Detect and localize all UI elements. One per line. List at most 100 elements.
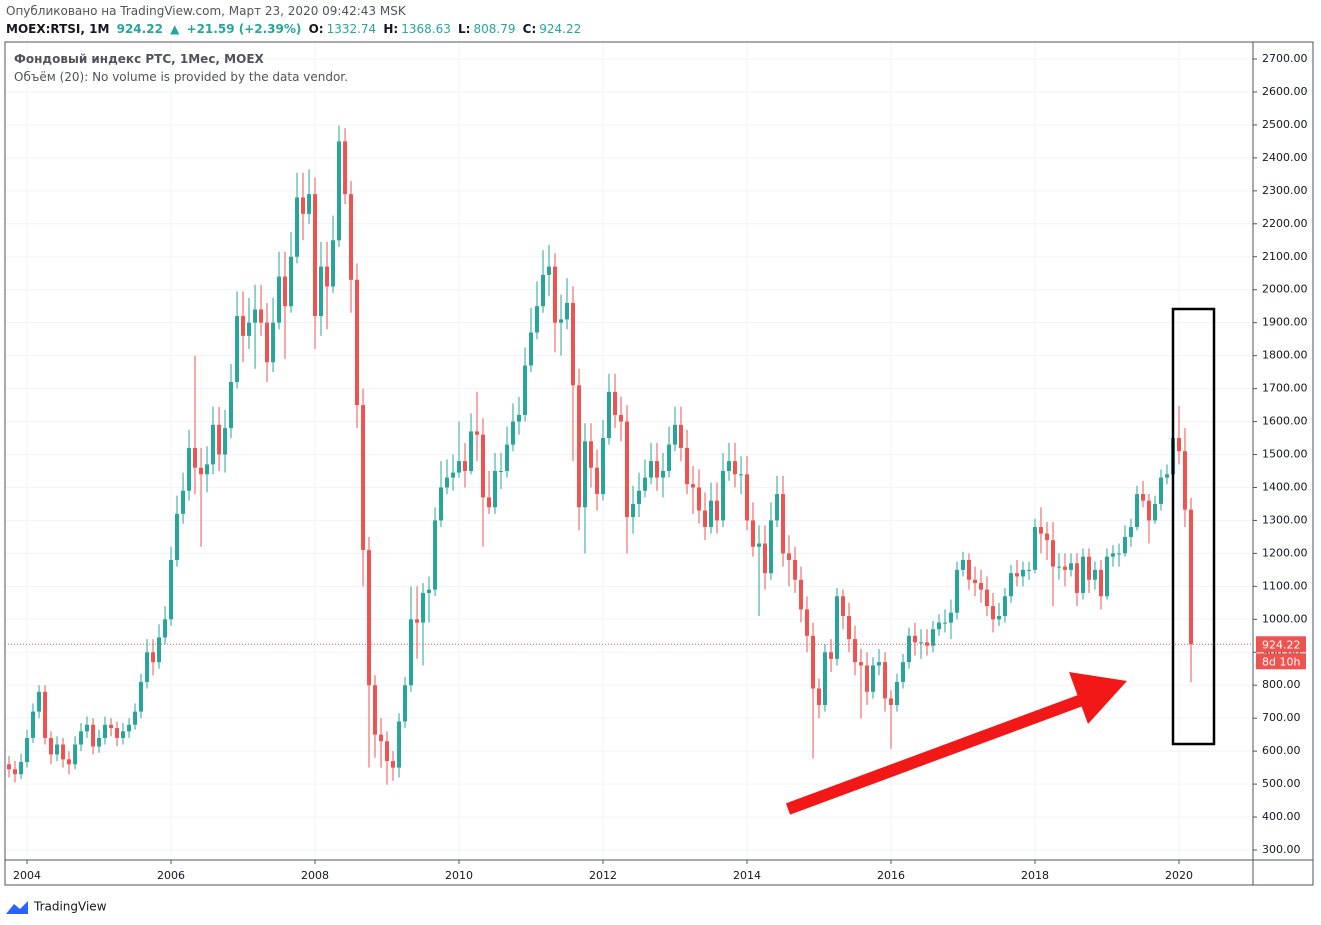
y-tick-label: 1500.00	[1262, 448, 1308, 461]
candle-body	[955, 569, 960, 613]
countdown-box	[1256, 653, 1306, 670]
candle-body	[199, 467, 204, 475]
y-tick-label: 300.00	[1262, 843, 1301, 856]
candle-body	[1032, 527, 1037, 570]
candle-body	[253, 309, 258, 323]
candle-body	[175, 513, 180, 560]
y-tick-label: 700.00	[1262, 711, 1301, 724]
y-tick-label: 600.00	[1262, 744, 1301, 757]
candle-body	[403, 685, 408, 722]
high-label: H:	[383, 22, 399, 36]
candle-body	[1050, 540, 1055, 567]
x-tick-label: 2014	[733, 869, 761, 882]
y-tick-label: 800.00	[1262, 678, 1301, 691]
y-tick-label: 1100.00	[1262, 579, 1308, 592]
candle-body	[241, 316, 246, 336]
candle-body	[829, 652, 834, 659]
candle-body	[858, 662, 863, 666]
candle-body	[817, 688, 822, 705]
candle-body	[960, 559, 965, 570]
candle-body	[865, 665, 870, 692]
candle-body	[325, 266, 330, 287]
candle-body	[534, 306, 539, 333]
x-tick-label: 2008	[301, 869, 329, 882]
candle-body	[385, 741, 390, 762]
candle-body	[397, 721, 402, 768]
candle-body	[498, 470, 503, 472]
candle-body	[966, 559, 971, 580]
candle-body	[145, 652, 150, 682]
candle-body	[7, 764, 12, 770]
candle-body	[786, 553, 791, 560]
y-tick-label: 1400.00	[1262, 480, 1308, 493]
candle-body	[637, 490, 642, 504]
candle-body	[264, 322, 269, 363]
candle-body	[1002, 596, 1007, 617]
candle-body	[79, 731, 84, 745]
candle-body	[457, 461, 462, 473]
candle-body	[763, 543, 768, 574]
symbol-line: MOEX:RTSI, 1M 924.22 ▲ +21.59 (+2.39%) O…	[6, 22, 584, 36]
candle-body	[552, 266, 557, 323]
candle-body	[444, 477, 449, 488]
candle-body	[606, 391, 611, 439]
candle-body	[349, 194, 354, 280]
candle-body	[487, 497, 492, 508]
y-tick-label: 1600.00	[1262, 415, 1308, 428]
candle-body	[1176, 438, 1181, 452]
candle-body	[1063, 566, 1068, 570]
candle-body	[768, 520, 773, 574]
candle-body	[696, 487, 701, 511]
countdown: 8d 10h	[1262, 655, 1300, 668]
y-tick-label: 1800.00	[1262, 349, 1308, 362]
candle-body	[157, 637, 162, 663]
close-label: C:	[522, 22, 537, 36]
candle-body	[775, 494, 780, 521]
arrow-head	[1069, 672, 1127, 724]
candle-body	[1099, 569, 1104, 597]
candle-body	[799, 579, 804, 610]
y-tick-label: 2400.00	[1262, 151, 1308, 164]
candle-body	[660, 470, 665, 478]
candle-body	[1056, 566, 1061, 568]
candle-body	[624, 421, 629, 518]
candle-body	[511, 421, 516, 445]
candle-body	[139, 681, 144, 712]
arrow-shaft	[785, 691, 1093, 815]
candle-body	[313, 194, 318, 317]
candle-body	[331, 240, 336, 287]
candle-body	[906, 635, 911, 663]
y-tick-label: 1000.00	[1262, 612, 1308, 625]
candle-body	[852, 639, 857, 663]
candle-body	[1074, 563, 1079, 593]
candle-body	[408, 619, 413, 686]
y-tick-label: 2100.00	[1262, 250, 1308, 263]
candle-body	[565, 302, 570, 320]
candle-body	[277, 276, 282, 323]
candle-body	[246, 322, 251, 336]
candle-body	[271, 322, 276, 363]
candle-body	[187, 447, 192, 491]
last-price-label: 924.22	[1262, 638, 1301, 651]
candle-body	[1153, 503, 1158, 521]
candle-body	[523, 365, 528, 415]
candle-body	[49, 737, 54, 755]
candle-body	[367, 550, 372, 686]
y-tick-label: 2700.00	[1262, 52, 1308, 65]
candle-body	[205, 464, 210, 475]
candle-body	[930, 629, 935, 646]
logo-shape	[6, 901, 28, 914]
candle-body	[1020, 569, 1025, 577]
candle-body	[1009, 573, 1014, 597]
candle-body	[1140, 494, 1145, 501]
x-tick-label: 2010	[445, 869, 473, 882]
candle-body	[43, 691, 48, 738]
candle-body	[439, 487, 444, 521]
candle-body	[181, 490, 186, 514]
candle-body	[1081, 556, 1086, 593]
candle-body	[721, 470, 726, 521]
candle-body	[1086, 556, 1091, 580]
candle-body	[67, 759, 72, 765]
